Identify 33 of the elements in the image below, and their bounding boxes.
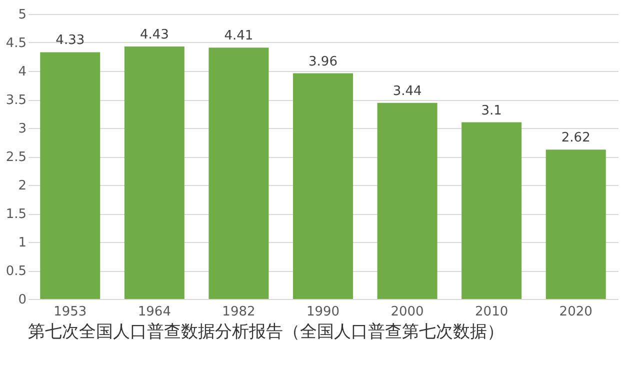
text: 第七次全国人口普查数据分析报告（全国人口普查第七次数据） <box>28 322 504 342</box>
y-tick-label: 1.5 <box>6 207 26 222</box>
x-tick-label: 2000 <box>390 304 424 320</box>
y-tick-label: 5 <box>18 8 26 22</box>
data-label: 3.96 <box>308 54 338 70</box>
bar <box>124 46 184 299</box>
bar <box>208 48 269 299</box>
y-tick-label: 2.5 <box>6 150 26 165</box>
bar <box>462 122 522 299</box>
bar <box>40 52 100 299</box>
y-tick-label: 1 <box>18 236 26 250</box>
x-tick-label: 1990 <box>306 304 340 320</box>
data-label: 4.43 <box>140 27 169 42</box>
y-tick-label: 4 <box>18 64 26 80</box>
data-label: 4.33 <box>56 33 85 48</box>
y-tick-label: 3.5 <box>6 93 26 108</box>
y-tick-label: 0.5 <box>6 264 26 279</box>
y-tick-label: 3 <box>18 122 26 136</box>
data-label: 3.1 <box>481 103 502 118</box>
data-label: 2.62 <box>561 130 590 146</box>
y-tick-label: 2 <box>18 178 26 194</box>
x-tick-label: 1953 <box>54 304 87 320</box>
bar <box>293 73 353 299</box>
y-tick-label: 4.5 <box>6 36 26 51</box>
x-tick-label: 1982 <box>222 304 256 320</box>
data-label: 4.41 <box>224 28 254 44</box>
x-tick-label: 2010 <box>475 304 508 320</box>
data-label: 3.44 <box>392 84 422 99</box>
bar <box>546 150 606 299</box>
bar <box>377 102 438 299</box>
x-tick-label: 2020 <box>559 304 592 320</box>
y-tick-label: 0 <box>18 292 26 308</box>
x-tick-label: 1964 <box>138 304 171 320</box>
